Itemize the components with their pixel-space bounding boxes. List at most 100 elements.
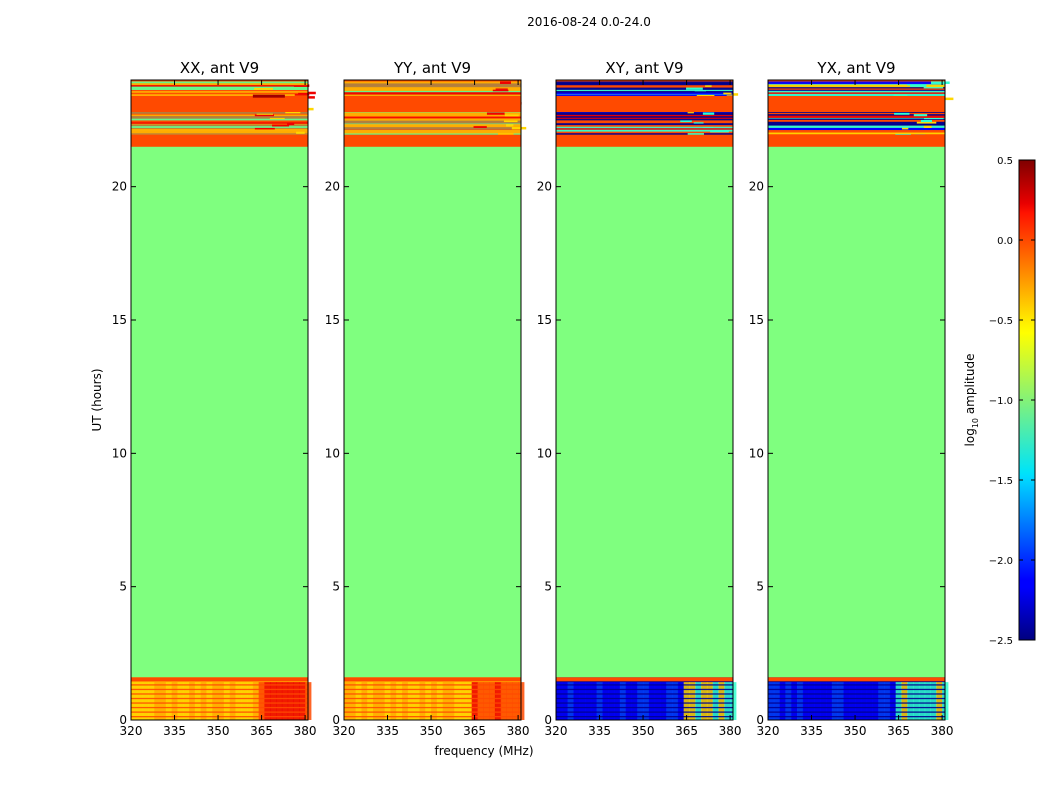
y-tick-label: 15 [325,313,340,327]
lower-band-stripe [252,682,260,720]
lower-band-line [768,702,945,704]
upper-band-line [556,90,733,93]
upper-band-line [131,125,308,128]
lower-band-stripe [460,682,467,720]
upper-band-line [131,119,308,123]
lower-band-stripe [724,682,731,720]
upper-band-patch [696,94,715,98]
figure-title: 2016-08-24 0.0-24.0 [527,15,651,29]
upper-band-patch [497,132,514,136]
lower-band-stripe [500,682,507,720]
lower-band-stripe [913,682,920,720]
lower-band-stripe [281,682,289,720]
lower-band-stripe [200,682,207,720]
upper-band-line [768,119,945,122]
lower-band-line [344,716,521,718]
lower-band-stripe [785,682,792,720]
lower-band-stripe [768,682,775,720]
x-tick-label: 380 [507,724,530,738]
lower-band-stripe [264,682,271,720]
upper-band-patch [710,129,729,133]
upper-band-line [131,91,308,95]
flagged-region [344,80,521,720]
lower-band-line [768,716,945,718]
lower-band-stripe [407,682,415,720]
lower-band-line [344,684,521,686]
upper-band-patch [931,81,950,84]
y-tick-label: 10 [112,446,127,460]
lower-band-stripe [189,682,196,720]
upper-band-line [344,84,521,88]
upper-band-line [131,82,308,86]
upper-band-line [131,93,308,96]
panel-frame [343,79,522,721]
flagged-region [131,80,308,720]
upper-band-patch [254,87,274,90]
x-tick-label: 335 [163,724,186,738]
lower-band-stripe [494,682,502,720]
heatmap-panel-2: YY, ant V9 320 335 350 365 380 0 5 10 15 20 [325,59,530,738]
lower-band-stripe [258,682,265,720]
lower-band-stripe [477,682,484,720]
y-tick-label: 5 [756,580,764,594]
upper-band-line [131,90,308,93]
lower-band-stripe [791,682,798,720]
lower-band-edge [344,677,521,682]
lower-band-stripe [884,682,891,720]
upper-band-patch [920,119,933,123]
lower-band-stripe [831,682,839,720]
lower-band-stripe [413,682,420,720]
lower-band-stripe [631,682,638,720]
lower-band-stripe [637,682,644,720]
upper-band-patch [503,119,518,123]
lower-band-stripe [712,682,719,720]
lower-band-stripe [506,682,513,720]
lower-band-stripe [425,682,432,720]
colorbar: 0.5 0.0 −0.5 −1.0 −1.5 −2.0 −2.5 log10 amplitu… [963,156,1036,647]
lower-band-line [131,697,308,700]
lower-band-stripe [454,682,461,720]
lower-band-stripe [683,682,690,720]
upper-band-solid [344,96,521,112]
lower-band-line [131,693,308,695]
y-tick-label: 15 [749,313,764,327]
y-tick-label: 0 [332,713,340,727]
colorbar-tick-label: −1.0 [989,396,1013,407]
lower-band-stripe [287,682,294,720]
lower-band-stripe [855,682,862,720]
colorbar-tick-label: −0.5 [989,316,1013,327]
lower-band-stripe [154,682,161,720]
upper-band-line [768,118,945,120]
lower-band-line [768,711,945,713]
y-tick-label: 0 [119,713,127,727]
colorbar-tick-label: −2.5 [989,636,1013,647]
colorbar-label-rest: amplitude [963,354,977,418]
lower-band-stripe [402,682,409,720]
upper-band-line [344,118,521,121]
panel-title: XY, ant V9 [605,59,683,77]
lower-band-stripe [643,682,650,720]
lower-band-stripe [924,682,931,720]
upper-band-patch [492,88,509,92]
upper-band-line [556,124,733,127]
upper-band-line [768,125,945,128]
lower-band-stripe [561,682,569,720]
colorbar-label-sub: 10 [971,418,980,428]
upper-band-solid [556,134,733,147]
lower-band-stripe [602,682,609,720]
upper-band-line [556,112,733,115]
lower-band-stripe [872,682,879,720]
x-axis-label: frequency (MHz) [434,744,533,758]
lower-band-stripe [218,682,225,720]
upper-band-patch [504,113,519,117]
y-tick-label: 20 [749,180,764,194]
upper-band-patch [694,88,707,92]
upper-band-line [556,115,733,118]
upper-band-line [131,84,308,87]
lower-band-stripe [706,682,714,720]
upper-band-line [556,122,733,126]
x-tick-label: 350 [844,724,867,738]
lower-band-stripe [619,682,627,720]
lower-band-stripe [907,682,914,720]
